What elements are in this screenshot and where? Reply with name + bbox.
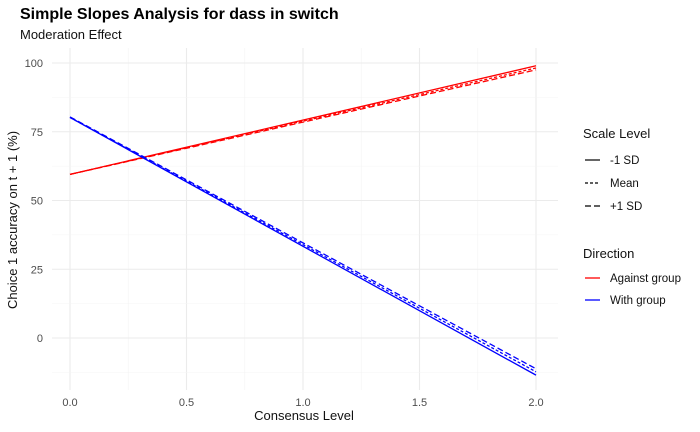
- series-line: [69, 69, 537, 176]
- y-tick-label: 50: [31, 196, 43, 208]
- legend-title-scale-level: Scale Level: [583, 126, 650, 141]
- chart-title: Simple Slopes Analysis for dass in switc…: [20, 6, 339, 23]
- grid-lines: [52, 48, 558, 390]
- legend-label: Mean: [610, 178, 639, 190]
- legend-label: -1 SD: [610, 155, 639, 167]
- series-lines: [69, 65, 537, 376]
- x-tick-label: 1.0: [295, 397, 310, 409]
- legend-label: +1 SD: [610, 201, 642, 213]
- x-tick-label: 1.5: [412, 397, 427, 409]
- legend-label: Against group: [610, 273, 681, 285]
- x-tick-label: 2.0: [528, 397, 543, 409]
- y-axis-ticks: 0 25 50 75 100: [25, 58, 43, 345]
- legend-title-direction: Direction: [583, 246, 634, 261]
- series-line: [69, 65, 537, 176]
- y-tick-label: 75: [31, 127, 43, 139]
- x-tick-label: 0.5: [179, 397, 194, 409]
- y-tick-label: 25: [31, 264, 43, 276]
- x-axis-title: Consensus Level: [254, 408, 354, 423]
- y-tick-label: 0: [37, 333, 43, 345]
- series-line: [69, 116, 537, 370]
- series-line: [69, 116, 537, 376]
- chart-subtitle: Moderation Effect: [20, 27, 122, 42]
- y-axis-title: Choice 1 accuracy on t + 1 (%): [5, 131, 20, 309]
- legend-label: With group: [610, 295, 666, 307]
- x-axis-ticks: 0.0 0.5 1.0 1.5 2.0: [62, 397, 543, 409]
- y-tick-label: 100: [25, 58, 43, 70]
- series-line: [69, 116, 537, 373]
- legend: Scale Level -1 SD Mean +1 SD Direction Agains…: [583, 126, 681, 307]
- x-tick-label: 0.0: [62, 397, 77, 409]
